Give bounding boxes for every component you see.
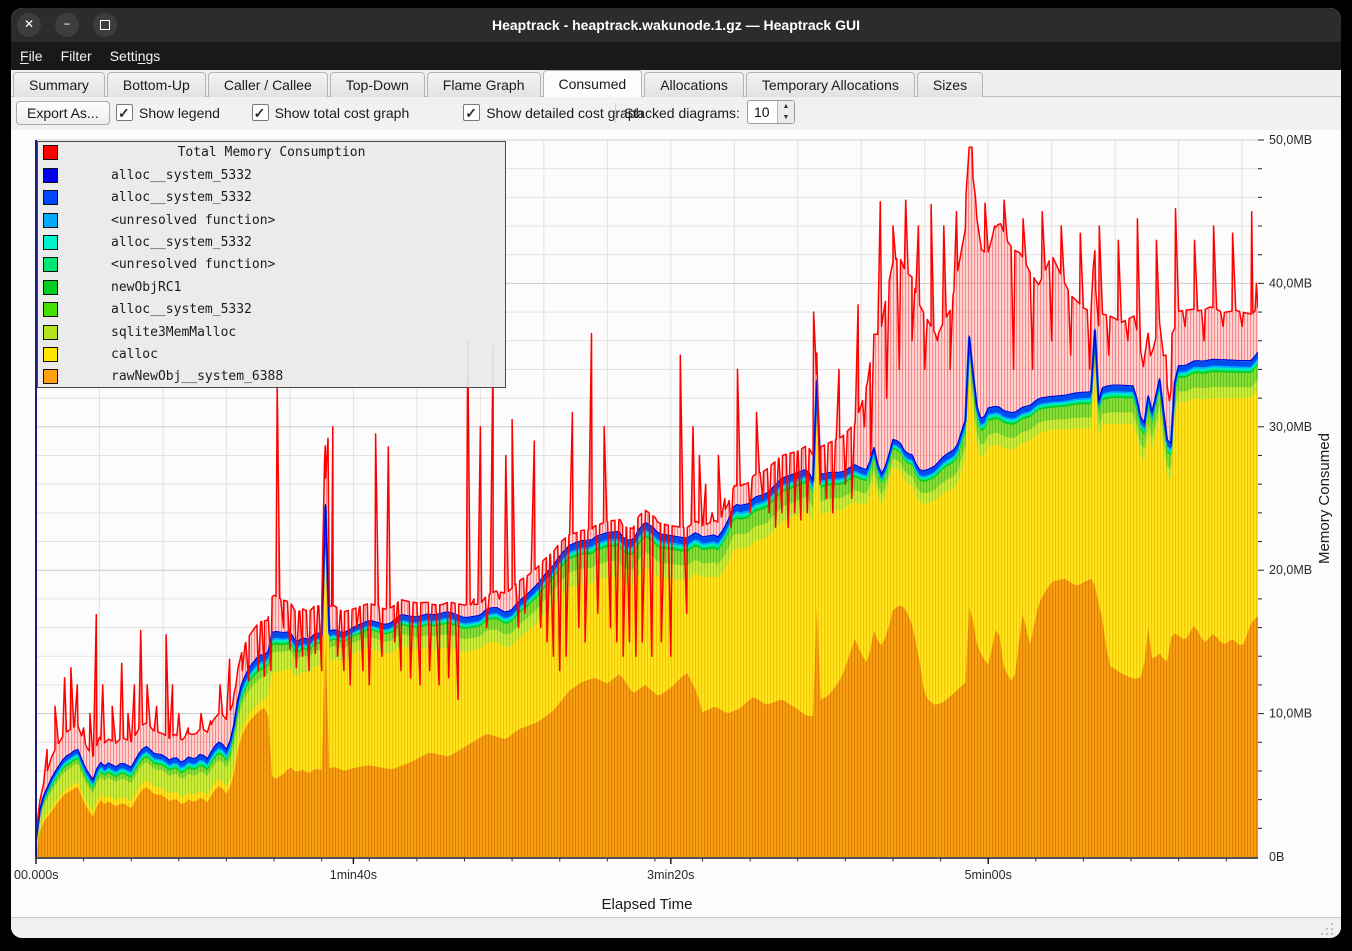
toolbar: Export As... ✓ Show legend ✓ Show total cos… [11, 97, 1341, 130]
x-tick-label: 3min20s [647, 868, 694, 882]
y-tick-label: 30,0MB [1269, 420, 1312, 434]
window-title: Heaptrack - heaptrack.wakunode.1.gz — He… [491, 17, 860, 33]
legend-label: calloc [111, 346, 158, 362]
spin-up-icon[interactable]: ▲ [782, 103, 790, 110]
legend-swatch-icon [43, 279, 58, 295]
legend-label: <unresolved function> [111, 212, 276, 228]
close-button[interactable]: ✕ [17, 13, 41, 37]
legend-label: alloc__system_5332 [111, 302, 252, 318]
legend-label: <unresolved function> [111, 257, 276, 273]
tab-consumed[interactable]: Consumed [542, 70, 643, 97]
menu-filter[interactable]: Filter [60, 48, 92, 64]
legend-label: alloc__system_5332 [111, 190, 252, 206]
checkbox-label: Show detailed cost graph [486, 105, 644, 121]
legend-label: rawNewObj__system_6388 [111, 369, 284, 385]
resize-grip-icon[interactable] [1321, 923, 1333, 935]
y-axis-title: Memory Consumed [1316, 433, 1333, 564]
legend-swatch-icon [43, 167, 58, 183]
close-icon: ✕ [23, 17, 35, 31]
minimize-button[interactable]: − [55, 13, 79, 37]
legend-swatch-icon [43, 369, 58, 385]
checkbox-icon: ✓ [463, 104, 481, 121]
legend-swatch-icon [43, 257, 58, 273]
y-tick-label: 40,0MB [1269, 276, 1312, 290]
memory-consumption-chart[interactable]: 00.000s 1min40s 3min20s 5min00s 0B 10,0MB 20,0… [11, 130, 1341, 917]
legend-item[interactable]: <unresolved function> [38, 254, 505, 276]
status-bar [11, 917, 1341, 938]
x-tick-label: 1min40s [330, 868, 377, 882]
minimize-icon: − [63, 17, 71, 31]
tab-flame-graph[interactable]: Flame Graph [426, 72, 541, 97]
legend-swatch-icon [43, 145, 58, 161]
menu-bar: File Filter Settings [11, 42, 1341, 70]
legend-swatch-icon [43, 346, 58, 362]
tab-sizes[interactable]: Sizes [916, 72, 984, 97]
legend-item[interactable]: alloc__system_5332 [38, 232, 505, 254]
chart-area[interactable]: 00.000s 1min40s 3min20s 5min00s 0B 10,0MB 20,0… [11, 130, 1341, 917]
checkbox-show-detailed-cost-graph[interactable]: ✓ Show detailed cost graph [463, 101, 643, 125]
chart-legend: Total Memory Consumption alloc__system_53… [37, 141, 506, 388]
checkbox-icon: ✓ [251, 104, 269, 121]
legend-swatch-icon [43, 212, 58, 228]
toolbar-separator [615, 103, 616, 123]
legend-item[interactable]: alloc__system_5332 [38, 299, 505, 321]
menu-settings[interactable]: Settings [109, 48, 161, 64]
legend-item[interactable]: rawNewObj__system_6388 [38, 366, 505, 388]
checkbox-show-legend[interactable]: ✓ Show legend [116, 101, 220, 125]
x-tick-label: 00.000s [14, 868, 58, 882]
x-tick-label: 5min00s [965, 868, 1012, 882]
y-tick-label: 50,0MB [1269, 133, 1312, 147]
spinbox-buttons: ▲ ▼ [777, 101, 794, 123]
y-tick-label: 0B [1269, 850, 1284, 864]
legend-label: sqlite3MemMalloc [111, 324, 237, 340]
legend-label: alloc__system_5332 [111, 234, 252, 250]
checkbox-label: Show total cost graph [274, 105, 410, 121]
legend-label: newObjRC1 [111, 279, 182, 295]
y-tick-label: 10,0MB [1269, 707, 1312, 721]
checkbox-icon: ✓ [116, 104, 133, 121]
maximize-button[interactable] [93, 13, 117, 37]
tab-temporary-allocations[interactable]: Temporary Allocations [745, 72, 915, 97]
tab-allocations[interactable]: Allocations [644, 72, 744, 97]
y-tick-label: 20,0MB [1269, 563, 1312, 577]
legend-swatch-icon [43, 324, 58, 340]
legend-swatch-icon [43, 190, 58, 206]
legend-title-row[interactable]: Total Memory Consumption [38, 142, 505, 164]
tab-top-down[interactable]: Top-Down [329, 72, 425, 97]
tab-summary[interactable]: Summary [13, 72, 105, 97]
stacked-diagrams-spinbox[interactable]: 10 ▲ ▼ [747, 100, 795, 124]
tab-bottom-up[interactable]: Bottom-Up [106, 72, 206, 97]
tab-bar: Summary Bottom-Up Caller / Callee Top-Down F… [11, 70, 1341, 97]
maximize-icon [100, 20, 110, 30]
menu-file[interactable]: File [20, 48, 43, 64]
spin-down-icon[interactable]: ▼ [782, 114, 790, 121]
legend-item[interactable]: sqlite3MemMalloc [38, 322, 505, 344]
legend-item[interactable]: alloc__system_5332 [38, 187, 505, 209]
legend-label: alloc__system_5332 [111, 167, 252, 183]
legend-label: Total Memory Consumption [177, 145, 366, 161]
legend-item[interactable]: calloc [38, 344, 505, 366]
legend-swatch-icon [43, 302, 58, 318]
tab-caller-callee[interactable]: Caller / Callee [207, 72, 328, 97]
checkbox-label: Show legend [139, 105, 220, 121]
stacked-diagrams-value: 10 [754, 104, 770, 120]
x-axis-title: Elapsed Time [602, 896, 693, 913]
stacked-diagrams-label: Stacked diagrams: [624, 105, 740, 121]
title-bar[interactable]: ✕ − Heaptrack - heaptrack.wakunode.1.gz … [11, 8, 1341, 42]
legend-item[interactable]: newObjRC1 [38, 277, 505, 299]
legend-swatch-icon [43, 234, 58, 250]
app-window: ✕ − Heaptrack - heaptrack.wakunode.1.gz … [11, 8, 1341, 938]
export-as-button[interactable]: Export As... [16, 101, 110, 125]
checkbox-show-total-cost-graph[interactable]: ✓ Show total cost graph [251, 101, 410, 125]
legend-item[interactable]: alloc__system_5332 [38, 165, 505, 187]
legend-item[interactable]: <unresolved function> [38, 210, 505, 232]
